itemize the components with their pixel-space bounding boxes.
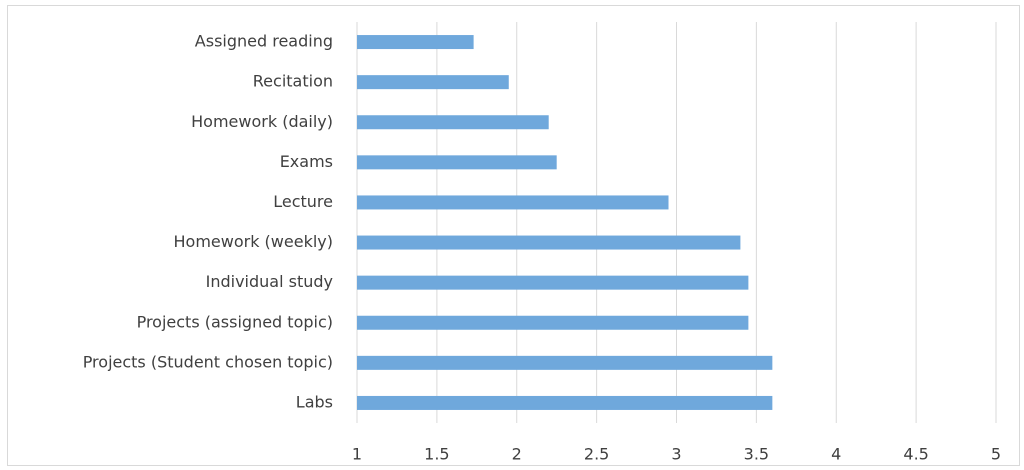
y-tick-label: Labs [296, 392, 333, 411]
bar [357, 115, 549, 130]
x-tick-label: 4.5 [903, 445, 928, 464]
bar [357, 155, 557, 170]
x-tick-label: 3 [671, 445, 681, 464]
y-tick-label: Homework (daily) [191, 112, 333, 131]
x-tick-label: 5 [991, 445, 1001, 464]
bar [357, 235, 741, 250]
y-tick-label: Homework (weekly) [174, 232, 334, 251]
y-tick-label: Assigned reading [195, 32, 333, 51]
x-tick-label: 4 [831, 445, 841, 464]
y-tick-label: Lecture [273, 192, 333, 211]
y-tick-label: Recitation [253, 72, 333, 91]
bar [357, 315, 749, 330]
y-tick-label: Exams [280, 152, 333, 171]
x-tick-label: 2.5 [584, 445, 609, 464]
bar [357, 195, 669, 210]
x-tick-label: 1.5 [424, 445, 449, 464]
y-tick-label: Projects (assigned topic) [137, 312, 333, 331]
x-tick-label: 3.5 [744, 445, 769, 464]
x-tick-label: 1 [352, 445, 362, 464]
bar [357, 75, 509, 90]
x-tick-label: 2 [512, 445, 522, 464]
bar [357, 355, 773, 370]
bar [357, 395, 773, 410]
chart-border [7, 5, 1020, 466]
y-tick-label: Individual study [206, 272, 333, 291]
bar [357, 275, 749, 290]
y-tick-label: Projects (Student chosen topic) [83, 352, 333, 371]
bar [357, 35, 474, 50]
